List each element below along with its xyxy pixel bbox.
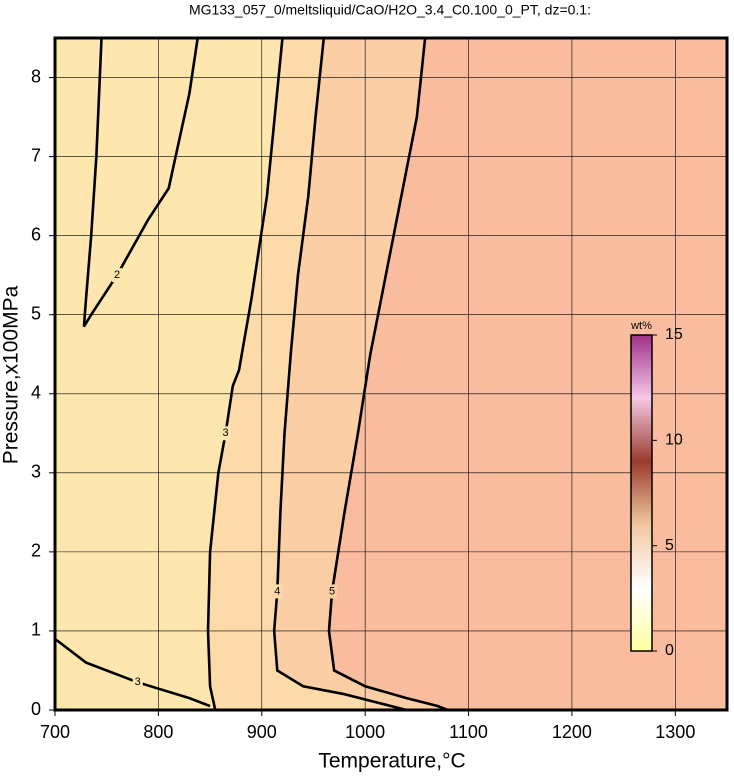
- x-axis-label: Temperature,°C: [318, 750, 465, 773]
- contour-label-bg: [327, 584, 338, 599]
- colorbar: [630, 334, 653, 652]
- colorbar-tick-label: 5: [665, 537, 674, 554]
- y-tick-label: 4: [31, 383, 41, 403]
- colorbar-tick-label: 0: [665, 642, 674, 659]
- y-tick-label: 0: [31, 699, 41, 719]
- x-tick-label: 1000: [345, 722, 385, 742]
- colorbar-tick-label: 15: [665, 326, 683, 343]
- y-tick-label: 1: [31, 620, 41, 640]
- y-tick-label: 7: [31, 145, 41, 165]
- y-tick-label: 5: [31, 303, 41, 323]
- chart-title: MG133_057_0/meltsliquid/CaO/H2O_3.4_C0.1…: [189, 2, 591, 18]
- x-tick-label: 700: [40, 722, 70, 742]
- contour-line: [327, 37, 449, 712]
- contour-fill: [55, 38, 283, 710]
- y-tick-label: 8: [31, 66, 41, 86]
- contour-label: 5: [329, 585, 335, 597]
- plot-frame: [53, 36, 729, 712]
- x-tick-label: 800: [143, 722, 173, 742]
- contour-label-bg: [220, 426, 231, 441]
- y-tick-label: 6: [31, 224, 41, 244]
- x-tick-label: 1300: [655, 722, 695, 742]
- contour-label-bg: [112, 268, 123, 283]
- contour-line: [272, 37, 407, 712]
- contour-label: 4: [274, 585, 280, 597]
- colorbar-label: wt%: [630, 320, 652, 332]
- x-tick-label: 1200: [552, 722, 592, 742]
- x-tick-label: 1100: [449, 722, 488, 742]
- contour-label: 2: [114, 269, 120, 281]
- x-tick-label: 900: [247, 722, 277, 742]
- contour-label-bg: [272, 584, 283, 599]
- colorbar-tick-label: 10: [665, 432, 683, 449]
- contour-label-bg: [132, 675, 143, 690]
- y-axis-label: Pressure,x100MPa: [0, 285, 23, 464]
- contour-label: 3: [223, 427, 229, 439]
- y-tick-label: 3: [31, 462, 41, 482]
- y-tick-label: 2: [31, 541, 41, 561]
- contour-line: [82, 37, 199, 328]
- contour-label: 3: [135, 676, 141, 688]
